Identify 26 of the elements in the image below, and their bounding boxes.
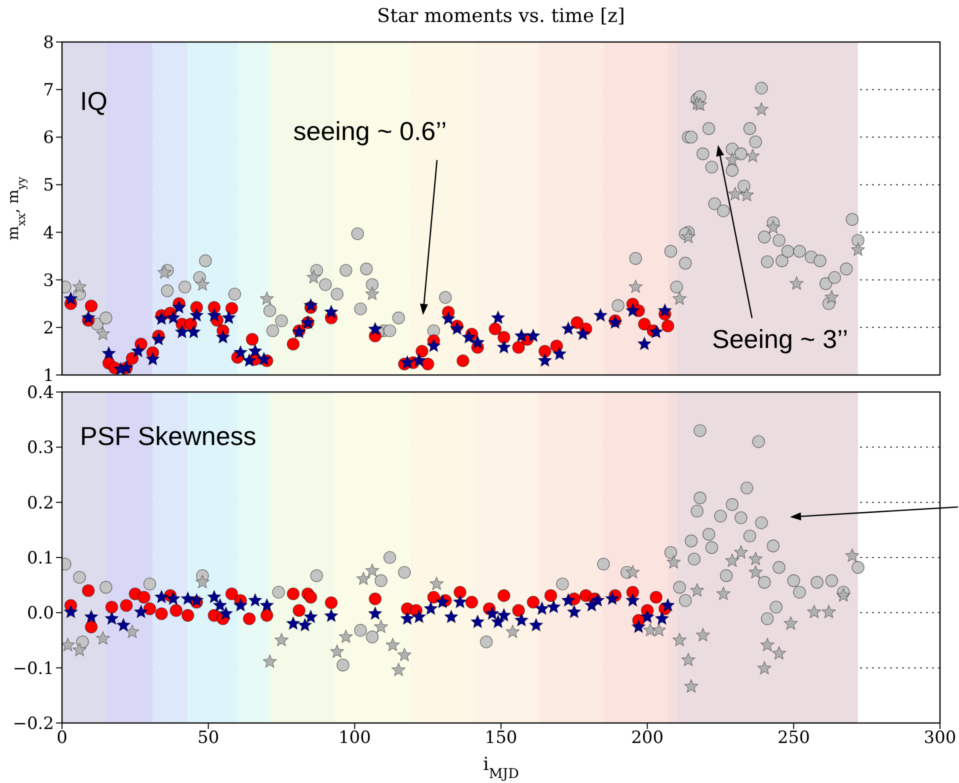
x-tick-label: 0 <box>56 728 68 748</box>
y-tick-label: 0.3 <box>26 438 54 458</box>
y-tick-label: −0.2 <box>12 714 54 734</box>
x-tick-label: 150 <box>484 728 518 748</box>
y-tick-label: −0.1 <box>12 658 54 679</box>
annotation: seeing ~ 0.6’’ <box>293 116 447 146</box>
chart-title: Star moments vs. time [z] <box>377 5 625 27</box>
x-tick-label: 50 <box>198 728 220 748</box>
x-tick-label: 250 <box>777 728 810 748</box>
x-tick-label: 200 <box>631 728 664 748</box>
y-tick-label: 8 <box>43 33 54 54</box>
annotation: IQ <box>80 86 108 116</box>
y-tick-label: 0.1 <box>26 548 54 569</box>
y-tick-label: 3 <box>43 270 54 291</box>
y-tick-label: 0.2 <box>26 493 54 514</box>
y-tick-label: 0.0 <box>26 604 54 624</box>
y-tick-label: 7 <box>43 80 54 101</box>
x-tick-label: 100 <box>338 728 371 748</box>
x-axis-title: i$_{MJD}$ <box>483 754 520 782</box>
annotation: PSF Skewness <box>80 421 256 451</box>
x-tick-label: 300 <box>924 728 956 748</box>
y-tick-label: 5 <box>43 176 54 196</box>
annotation: Seeing ~ 3’’ <box>712 324 848 354</box>
y-tick-label: 4 <box>43 223 54 244</box>
y-tick-label: 6 <box>43 128 54 148</box>
y-tick-label: 2 <box>43 318 54 338</box>
